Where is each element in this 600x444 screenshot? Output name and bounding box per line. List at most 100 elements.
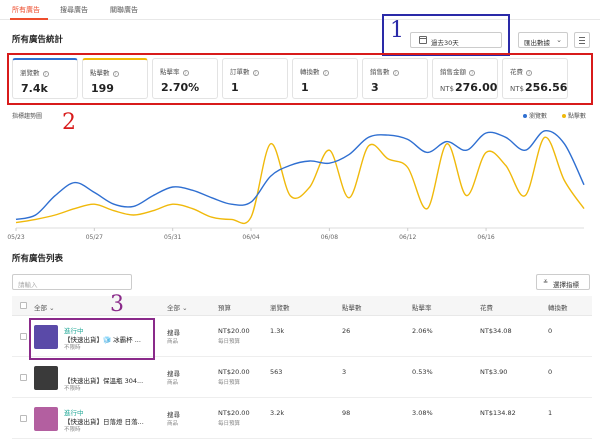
- x-tick-label: 06/12: [399, 234, 416, 241]
- table-row[interactable]: 【快速出貨】保溫瓶 304... 不限時 搜尋 商品 NT$20.00 每日預算 563 3 0…: [12, 358, 592, 398]
- product-thumbnail[interactable]: [34, 325, 58, 349]
- column-clicks[interactable]: 點擊數: [342, 304, 362, 312]
- ad-name-link[interactable]: 【快速出貨】保溫瓶 304...: [64, 377, 144, 385]
- column-all-filter[interactable]: 全部 ⌄: [34, 304, 55, 312]
- metric-value: 199: [91, 82, 114, 95]
- metric-card[interactable]: 轉換數? 1: [292, 58, 358, 99]
- ad-name-link[interactable]: 【快速出貨】🧊 冰霸杯 ...: [64, 336, 141, 344]
- ad-status: 進行中: [64, 409, 84, 417]
- metric-currency: NT$: [510, 85, 524, 93]
- metric-label: 銷售金額?: [440, 68, 475, 76]
- ad-name-link[interactable]: 【快速出貨】日落燈 日落...: [64, 418, 144, 426]
- list-title: 所有廣告列表: [12, 254, 64, 264]
- metric-card[interactable]: 訂單數? 1: [222, 58, 288, 99]
- metric-label: 點擊率?: [160, 68, 189, 76]
- x-tick-label: 05/31: [164, 234, 181, 241]
- ad-ctr: 0.53%: [412, 368, 433, 376]
- ad-type-sub: 商品: [167, 380, 179, 386]
- metric-card[interactable]: 點擊數? 199: [82, 58, 148, 99]
- select-all-checkbox[interactable]: [20, 302, 27, 309]
- x-tick-label: 06/08: [321, 234, 338, 241]
- ad-ctr: 2.06%: [412, 327, 433, 335]
- filter-icon: ≚: [543, 279, 549, 286]
- table-row[interactable]: 進行中 【快速出貨】🧊 冰霸杯 ... 不限時 搜尋 商品 NT$20.00 每日預算 1.3…: [12, 317, 592, 357]
- metric-label: 銷售數?: [370, 68, 399, 76]
- row-checkbox[interactable]: [20, 333, 27, 340]
- metric-value: 3: [371, 81, 379, 94]
- ad-conversions: 1: [548, 409, 553, 417]
- ad-budget: NT$20.00: [218, 409, 250, 417]
- column-views[interactable]: 瀏覽數: [270, 304, 290, 312]
- select-metrics-button[interactable]: ≚ 選擇指標: [536, 274, 590, 290]
- ad-status: 進行中: [64, 327, 84, 335]
- annotation-number-3: 3: [110, 292, 124, 317]
- column-ctr[interactable]: 點擊率: [412, 304, 432, 312]
- table-header: 全部 ⌄ 全部 ⌄ 預算 瀏覽數 點擊數 點擊率 花費 轉換數: [12, 296, 592, 316]
- column-spend[interactable]: 花費: [480, 304, 493, 312]
- metric-card[interactable]: 銷售數? 3: [362, 58, 428, 99]
- export-data-button[interactable]: 匯出數據 ⌄: [518, 32, 568, 48]
- column-budget[interactable]: 預算: [218, 304, 231, 312]
- metric-card[interactable]: 瀏覽數? 7.4k: [12, 58, 78, 99]
- metric-value: 7.4k: [21, 82, 48, 95]
- column-type-label: 全部: [167, 304, 180, 312]
- product-thumbnail[interactable]: [34, 366, 58, 390]
- x-tick-label: 06/04: [242, 234, 259, 241]
- legend-dot-views: [523, 114, 527, 118]
- stats-title: 所有廣告統計: [12, 35, 64, 45]
- help-icon: ?: [252, 70, 259, 76]
- annotation-number-1: 1: [390, 18, 404, 43]
- ad-budget: NT$20.00: [218, 327, 250, 335]
- trend-chart: 05/23 05/27 05/31 06/04 06/08 06/12 06/16: [7, 129, 585, 241]
- export-label: 匯出數據: [524, 39, 550, 47]
- date-range-picker[interactable]: 過去30天: [410, 32, 502, 48]
- metric-card[interactable]: 銷售金額? NT$276.00: [432, 58, 498, 99]
- ad-type: 搜尋: [167, 329, 180, 337]
- ad-clicks: 98: [342, 409, 351, 417]
- metric-card[interactable]: 點擊率? 2.70%: [152, 58, 218, 99]
- metric-card[interactable]: 花費? NT$256.56: [502, 58, 568, 99]
- legend-dot-clicks: [562, 114, 566, 118]
- row-checkbox[interactable]: [20, 415, 27, 422]
- ad-type: 搜尋: [167, 370, 180, 378]
- menu-button[interactable]: [574, 32, 590, 48]
- column-type-filter[interactable]: 全部 ⌄: [167, 304, 188, 312]
- ad-conversions: 0: [548, 368, 553, 376]
- ad-budget-sub: 每日預算: [218, 339, 241, 345]
- legend-views[interactable]: 瀏覽數: [523, 111, 547, 120]
- metric-currency: NT$: [440, 85, 454, 93]
- ad-clicks: 3: [342, 368, 347, 376]
- table-row[interactable]: 進行中 【快速出貨】日落燈 日落... 不限時 搜尋 商品 NT$20.00 每日預算 3.2…: [12, 399, 592, 439]
- help-icon: ?: [42, 71, 49, 77]
- row-checkbox[interactable]: [20, 374, 27, 381]
- ad-spend: NT$3.90: [480, 368, 508, 376]
- legend-label-views: 瀏覽數: [529, 113, 548, 120]
- metric-label: 訂單數?: [230, 68, 259, 76]
- help-icon: ?: [112, 71, 119, 77]
- help-icon: ?: [322, 70, 329, 76]
- help-icon: ?: [526, 70, 532, 76]
- tab-related-ads[interactable]: 關聯廣告: [110, 6, 138, 14]
- x-tick-label: 05/27: [86, 234, 103, 241]
- active-tab-indicator: [10, 18, 48, 20]
- tab-search-ads[interactable]: 搜尋廣告: [60, 6, 88, 14]
- search-input[interactable]: 請輸入: [12, 274, 132, 290]
- tab-all-ads[interactable]: 所有廣告: [12, 6, 40, 14]
- ad-type-sub: 商品: [167, 421, 179, 427]
- ad-duration-tag: 不限時: [64, 427, 81, 433]
- metric-label: 花費?: [510, 68, 532, 76]
- ad-views: 1.3k: [270, 327, 285, 335]
- ad-budget-sub: 每日預算: [218, 380, 241, 386]
- select-metrics-label: 選擇指標: [553, 281, 579, 289]
- ad-budget-sub: 每日預算: [218, 421, 241, 427]
- ad-budget: NT$20.00: [218, 368, 250, 376]
- ad-duration-tag: 不限時: [64, 386, 81, 392]
- metric-label: 轉換數?: [300, 68, 329, 76]
- tab-bar: 所有廣告 搜尋廣告 關聯廣告: [0, 0, 600, 20]
- metric-label: 點擊數?: [90, 69, 119, 77]
- column-all-label: 全部: [34, 304, 47, 312]
- legend-clicks[interactable]: 點擊數: [562, 111, 586, 120]
- product-thumbnail[interactable]: [34, 407, 58, 431]
- legend-label-clicks: 點擊數: [568, 113, 587, 120]
- column-conversions[interactable]: 轉換數: [548, 304, 568, 312]
